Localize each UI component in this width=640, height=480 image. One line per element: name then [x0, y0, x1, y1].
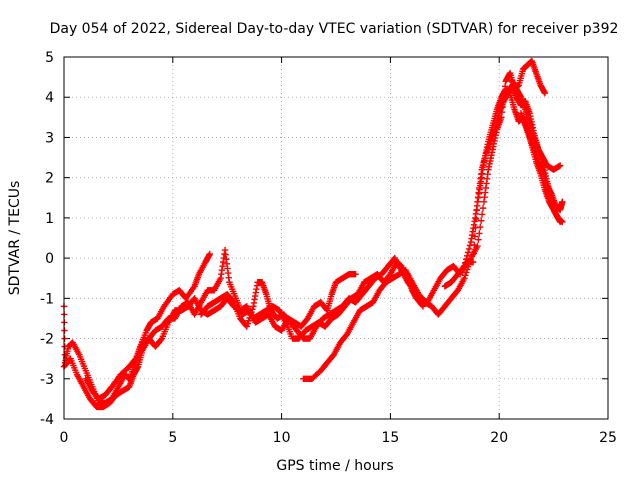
data-point-marker	[474, 242, 481, 250]
data-point-marker	[462, 259, 469, 266]
data-point-marker	[462, 272, 469, 279]
y-tick-label: 4	[45, 90, 54, 106]
data-point-marker	[61, 335, 68, 342]
data-point-marker	[559, 198, 566, 205]
x-tick-label: 0	[60, 430, 69, 446]
data-point-marker	[479, 204, 487, 212]
x-tick-label: 5	[168, 430, 177, 446]
data-point-marker	[243, 323, 250, 330]
x-tick-label: 25	[599, 430, 617, 446]
data-point-marker	[249, 306, 256, 313]
x-tick-label: 20	[490, 430, 508, 446]
data-markers	[60, 57, 566, 411]
y-tick-label: -4	[40, 412, 54, 428]
data-point-marker	[247, 311, 254, 319]
data-point-marker	[466, 257, 474, 265]
chart-title: Day 054 of 2022, Sidereal Day-to-day VTE…	[50, 21, 619, 37]
data-point-marker	[556, 162, 564, 169]
y-tick-label: -1	[40, 291, 54, 307]
data-point-marker	[461, 262, 468, 270]
data-point-marker	[229, 298, 236, 305]
data-point-marker	[464, 249, 472, 256]
data-point-marker	[477, 217, 485, 224]
x-tick-labels: 0 5 10 15 20 25	[60, 430, 617, 446]
x-axis-label: GPS time / hours	[276, 458, 393, 474]
data-point-marker	[466, 242, 474, 249]
data-point-marker	[206, 250, 213, 258]
data-point-marker	[461, 275, 468, 282]
data-point-marker	[131, 356, 139, 364]
y-tick-label: 5	[45, 50, 54, 66]
y-tick-label: -2	[40, 332, 54, 348]
plot-frame	[63, 56, 609, 420]
data-point-marker	[478, 211, 486, 218]
data-point-marker	[157, 336, 165, 343]
y-tick-label: 2	[45, 171, 54, 187]
data-point-marker	[469, 258, 477, 266]
y-tick-label: 1	[45, 211, 54, 227]
x-tick-label: 15	[381, 430, 399, 446]
data-point-marker	[245, 317, 252, 324]
data-point-marker	[463, 269, 470, 276]
data-point-marker	[465, 260, 473, 268]
data-point-marker	[419, 303, 427, 310]
y-tick-label: -3	[40, 372, 54, 388]
data-point-marker	[559, 218, 566, 226]
x-tick-label: 10	[273, 430, 291, 446]
data-point-marker	[418, 302, 426, 309]
data-point-marker	[476, 230, 483, 237]
data-point-marker	[244, 320, 251, 327]
data-point-marker	[463, 252, 471, 260]
data-point-marker	[352, 271, 359, 278]
data-point-marker	[460, 264, 467, 271]
data-point-marker	[465, 245, 473, 253]
data-point-marker	[463, 266, 471, 273]
y-axis-label: SDTVAR / TECUs	[7, 181, 23, 296]
data-point-marker	[475, 236, 482, 243]
y-tick-labels: -4 -3 -2 -1 0 1 2 3 4 5	[40, 50, 54, 428]
data-point-marker	[541, 90, 549, 97]
data-point-marker	[246, 314, 253, 322]
data-point-marker	[463, 256, 470, 263]
data-point-marker	[248, 308, 255, 316]
y-tick-label: 0	[45, 251, 54, 267]
y-tick-label: 3	[45, 130, 54, 146]
data-point-marker	[477, 223, 484, 231]
